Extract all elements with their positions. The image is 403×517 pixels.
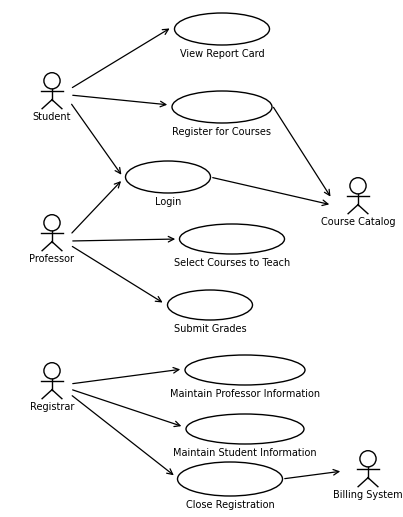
Text: Student: Student	[33, 112, 71, 123]
Ellipse shape	[177, 462, 283, 496]
Ellipse shape	[174, 13, 270, 45]
Text: Register for Courses: Register for Courses	[172, 127, 272, 137]
Ellipse shape	[168, 290, 253, 320]
Text: Close Registration: Close Registration	[186, 500, 274, 510]
Text: Maintain Professor Information: Maintain Professor Information	[170, 389, 320, 399]
Ellipse shape	[179, 224, 285, 254]
Text: Maintain Student Information: Maintain Student Information	[173, 448, 317, 458]
Text: Select Courses to Teach: Select Courses to Teach	[174, 258, 290, 268]
Ellipse shape	[185, 355, 305, 385]
Ellipse shape	[172, 91, 272, 123]
Text: Billing System: Billing System	[333, 490, 403, 500]
Ellipse shape	[186, 414, 304, 444]
Ellipse shape	[125, 161, 210, 193]
Text: Submit Grades: Submit Grades	[174, 324, 246, 334]
Text: Course Catalog: Course Catalog	[321, 217, 395, 227]
Text: View Report Card: View Report Card	[180, 49, 264, 59]
Text: Registrar: Registrar	[30, 402, 74, 412]
Text: Login: Login	[155, 197, 181, 207]
Text: Professor: Professor	[29, 254, 75, 264]
